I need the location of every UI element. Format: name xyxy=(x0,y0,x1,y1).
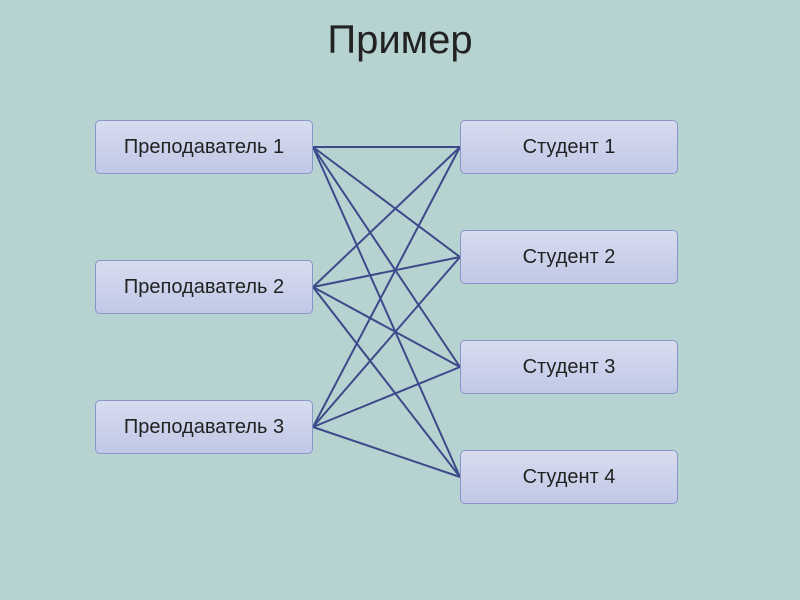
diagram-title: Пример xyxy=(0,18,800,63)
edge-t2-s1 xyxy=(313,147,460,287)
node-s4: Студент 4 xyxy=(460,450,678,504)
node-label: Студент 1 xyxy=(523,136,616,159)
node-t1: Преподаватель 1 xyxy=(95,120,313,174)
node-label: Преподаватель 2 xyxy=(124,276,284,299)
node-s3: Студент 3 xyxy=(460,340,678,394)
node-label: Студент 3 xyxy=(523,356,616,379)
diagram-canvas: Пример Преподаватель 1 Преподаватель 2 Пре… xyxy=(0,0,800,600)
node-s1: Студент 1 xyxy=(460,120,678,174)
node-label: Студент 4 xyxy=(523,466,616,489)
edge-t3-s4 xyxy=(313,427,460,477)
node-t2: Преподаватель 2 xyxy=(95,260,313,314)
edge-t1-s3 xyxy=(313,147,460,367)
node-label: Преподаватель 3 xyxy=(124,416,284,439)
edge-t3-s3 xyxy=(313,367,460,427)
edge-t2-s3 xyxy=(313,287,460,367)
edge-t3-s1 xyxy=(313,147,460,427)
edge-t1-s4 xyxy=(313,147,460,477)
node-label: Студент 2 xyxy=(523,246,616,269)
edge-t2-s4 xyxy=(313,287,460,477)
edge-t1-s2 xyxy=(313,147,460,257)
node-t3: Преподаватель 3 xyxy=(95,400,313,454)
node-label: Преподаватель 1 xyxy=(124,136,284,159)
node-s2: Студент 2 xyxy=(460,230,678,284)
